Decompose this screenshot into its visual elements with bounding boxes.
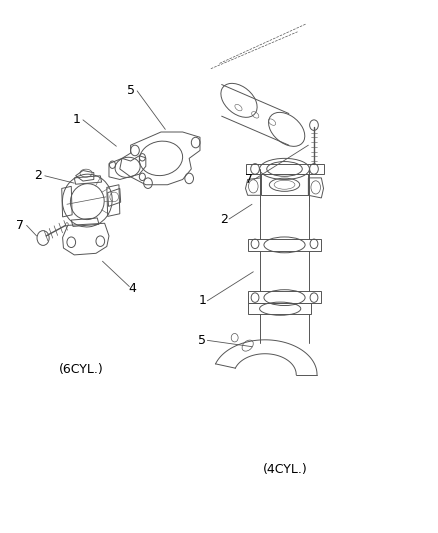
Text: 1: 1 <box>72 114 80 126</box>
Text: 7: 7 <box>16 219 24 232</box>
Text: 4: 4 <box>128 282 136 295</box>
Text: 1: 1 <box>198 294 205 308</box>
Text: 2: 2 <box>34 169 42 182</box>
Text: 5: 5 <box>198 334 206 347</box>
Text: 7: 7 <box>244 173 252 186</box>
Text: 5: 5 <box>126 84 134 98</box>
Text: 2: 2 <box>219 213 227 225</box>
Text: (4CYL.): (4CYL.) <box>262 463 307 476</box>
Text: (6CYL.): (6CYL.) <box>59 363 104 376</box>
